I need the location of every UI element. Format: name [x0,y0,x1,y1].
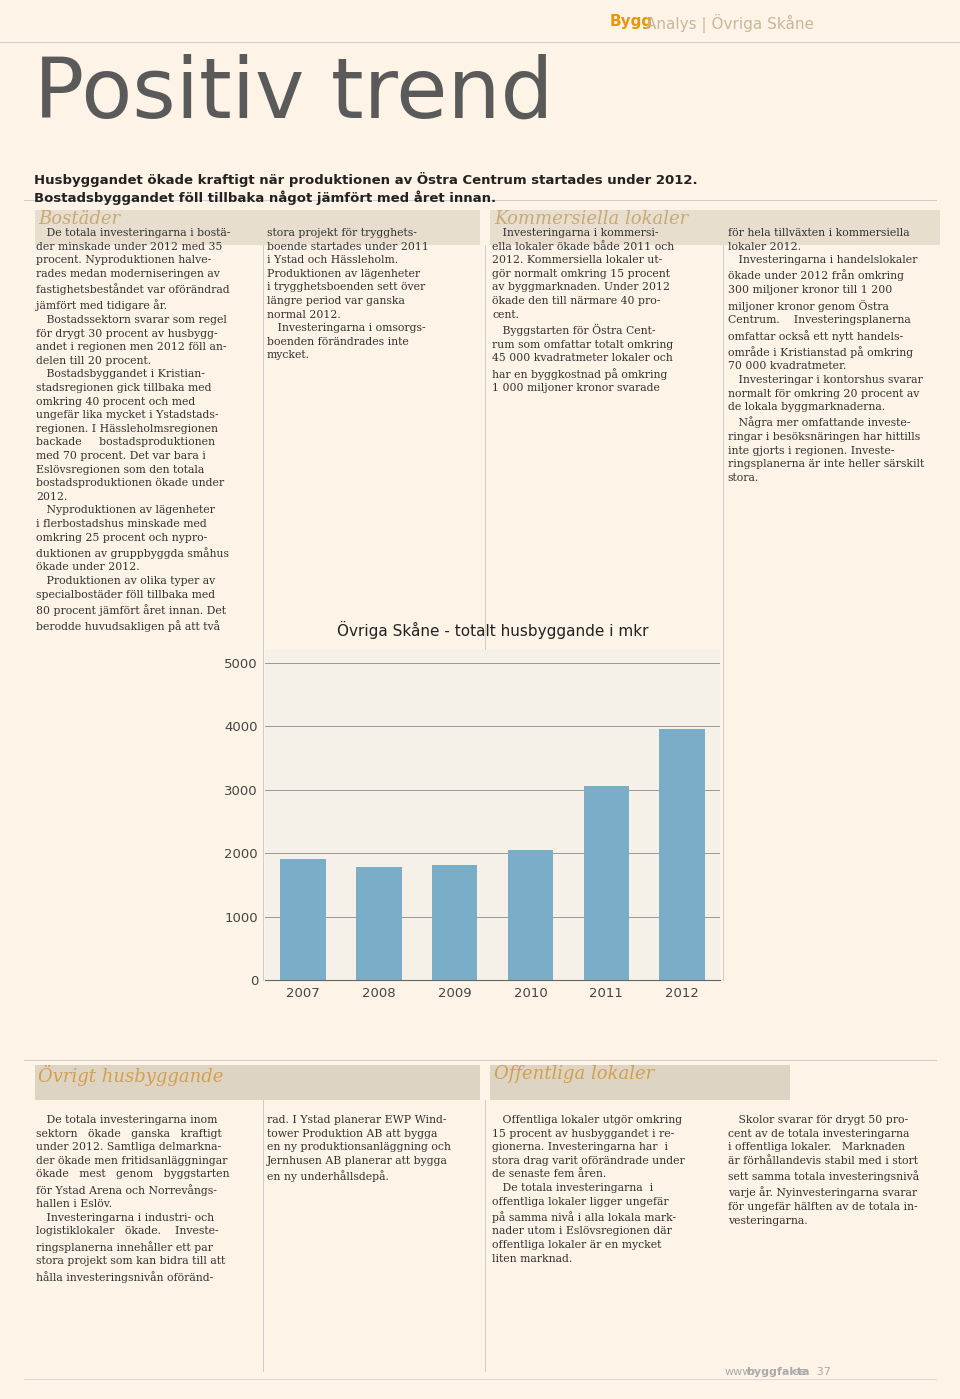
Title: Övriga Skåne - totalt husbyggande i mkr: Övriga Skåne - totalt husbyggande i mkr [337,621,648,639]
Text: Husbyggandet ökade kraftigt när produktionen av Östra Centrum startades under 20: Husbyggandet ökade kraftigt när produkti… [34,172,697,187]
Text: rad. I Ystad planerar EWP Wind-
tower Produktion AB att bygga
en ny produktionsa: rad. I Ystad planerar EWP Wind- tower Pr… [267,1115,451,1182]
Text: De totala investeringarna i bostä-
der minskade under 2012 med 35
procent. Nypro: De totala investeringarna i bostä- der m… [36,228,230,632]
Text: .se   37: .se 37 [790,1367,831,1377]
Text: Investeringarna i kommersi-
ella lokaler ökade både 2011 och
2012. Kommersiella : Investeringarna i kommersi- ella lokaler… [492,228,675,393]
Text: Offentliga lokaler utgör omkring
15 procent av husbyggandet i re-
gionerna. Inve: Offentliga lokaler utgör omkring 15 proc… [492,1115,685,1263]
Bar [584,786,629,981]
Bar [490,1065,790,1100]
Text: Bygg: Bygg [610,14,653,29]
Text: www.: www. [725,1367,755,1377]
Text: Skolor svarar för drygt 50 pro-
cent av de totala investeringarna
i offentliga l: Skolor svarar för drygt 50 pro- cent av … [728,1115,919,1226]
Text: Offentliga lokaler: Offentliga lokaler [494,1065,655,1083]
Text: Analys | Övriga Skåne: Analys | Övriga Skåne [646,14,814,34]
Bar [35,1065,480,1100]
Text: stora projekt för trygghets-
boende startades under 2011
i Ystad och Hässleholm.: stora projekt för trygghets- boende star… [267,228,429,361]
Bar [660,729,705,981]
Bar [356,867,401,981]
Bar [280,859,325,981]
Text: Bostadsbyggandet föll tillbaka något jämfört med året innan.: Bostadsbyggandet föll tillbaka något jäm… [34,190,495,204]
Bar [508,851,553,981]
Bar [432,865,477,981]
Text: Övrigt husbyggande: Övrigt husbyggande [38,1065,224,1086]
Text: Positiv trend: Positiv trend [34,53,553,134]
Text: De totala investeringarna inom
sektorn   ökade   ganska   kraftigt
under 2012. S: De totala investeringarna inom sektorn ö… [36,1115,230,1283]
Bar [35,210,480,245]
Bar [490,210,940,245]
Text: för hela tillväxten i kommersiella
lokaler 2012.
   Investeringarna i handelslok: för hela tillväxten i kommersiella lokal… [728,228,924,483]
Text: Bostäder: Bostäder [38,210,121,228]
Text: Kommersiella lokaler: Kommersiella lokaler [494,210,688,228]
Text: byggfakta: byggfakta [746,1367,809,1377]
